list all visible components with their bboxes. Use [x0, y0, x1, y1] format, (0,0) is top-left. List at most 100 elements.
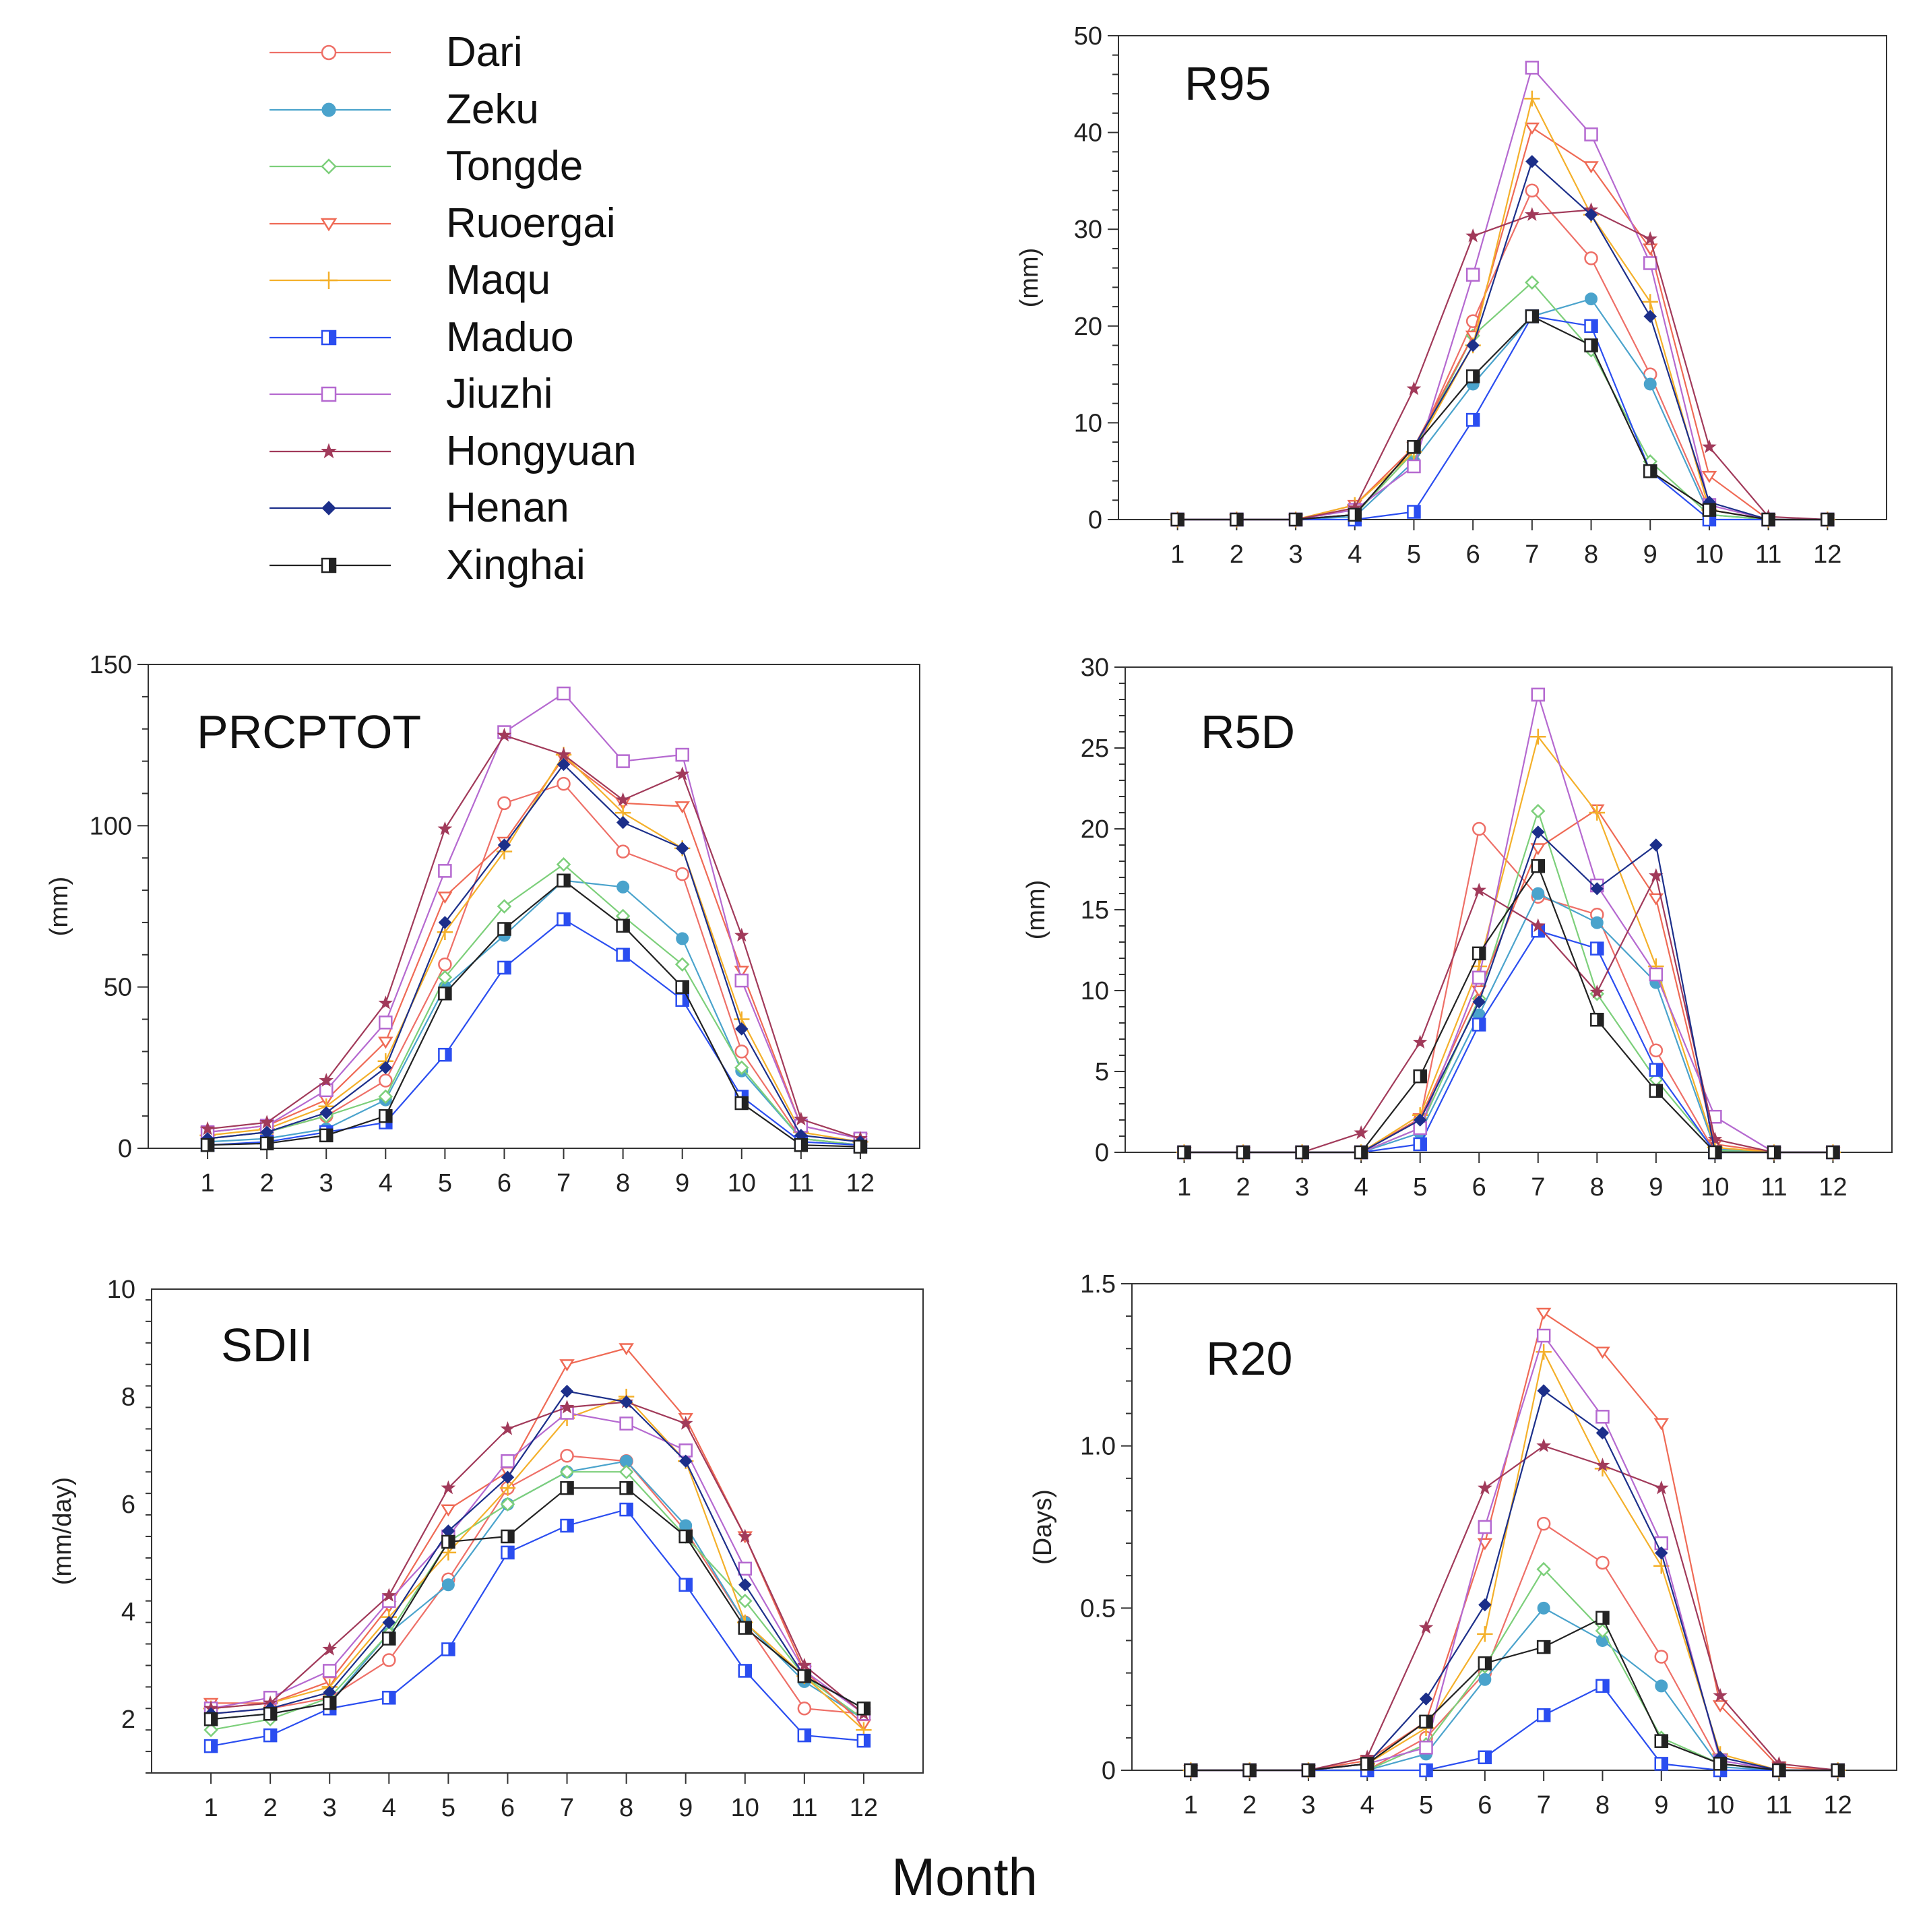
data-point [378, 1089, 393, 1104]
data-point [1654, 1734, 1669, 1748]
data-point [1478, 1598, 1492, 1612]
data-point [1406, 381, 1422, 396]
data-point [259, 1115, 274, 1129]
x-tick-label: 11 [1761, 1173, 1787, 1202]
series-ruoergai [1170, 122, 1835, 527]
legend-swatch [270, 158, 391, 175]
legend-item-zeku: Zeku [270, 82, 637, 139]
data-point [1477, 1538, 1493, 1551]
series-line [207, 782, 861, 1146]
panel-title: R95 [1184, 57, 1271, 110]
data-point [1589, 805, 1606, 821]
data-point [1407, 459, 1421, 474]
legend-item-ruoergai: Ruoergai [270, 195, 637, 253]
series-tongde [203, 1464, 871, 1737]
data-point [322, 1642, 338, 1656]
data-point [1831, 1763, 1845, 1778]
y-tick-label: 10 [1074, 409, 1102, 437]
series-line [1184, 694, 1833, 1154]
data-point [1537, 1601, 1550, 1615]
legend-item-hongyuan: Hongyuan [270, 423, 637, 480]
data-point [1643, 377, 1657, 391]
data-point [1177, 1145, 1191, 1160]
x-tick-label: 9 [678, 1794, 693, 1822]
x-tick-label: 11 [791, 1794, 817, 1822]
series-tongde [1176, 803, 1841, 1160]
x-tick-label: 3 [319, 1169, 334, 1197]
data-point [557, 776, 571, 791]
data-point [1472, 970, 1486, 985]
legend-label: Hongyuan [446, 427, 637, 474]
series-line [208, 918, 860, 1146]
data-point [1419, 1692, 1433, 1706]
legend-marker [321, 158, 337, 175]
series-xinghai [203, 1481, 871, 1726]
data-point [678, 1578, 693, 1592]
series-line [1184, 735, 1833, 1154]
data-point [1412, 1034, 1428, 1049]
series-line [207, 692, 861, 1140]
x-tick-label: 7 [560, 1794, 574, 1822]
data-point [1465, 369, 1480, 383]
data-point [1466, 338, 1480, 352]
data-point [1584, 338, 1598, 352]
data-point [619, 1343, 634, 1356]
y-tick-label: 10 [1081, 977, 1109, 1005]
x-tick-label: 2 [1242, 1791, 1257, 1819]
data-point [379, 1073, 393, 1088]
data-point [676, 932, 689, 945]
x-tick-label: 1 [204, 1794, 218, 1822]
series-maduo [1184, 1679, 1845, 1778]
data-point [797, 1658, 812, 1672]
series-dari [203, 1449, 871, 1721]
data-point [1536, 1328, 1551, 1343]
x-tick-label: 8 [619, 1794, 633, 1822]
data-point [675, 842, 689, 855]
y-tick-label: 5 [1095, 1058, 1109, 1086]
series-maqu [203, 1388, 872, 1738]
data-point [1419, 1714, 1433, 1729]
data-point [1707, 1131, 1723, 1146]
series-line [1177, 315, 1828, 521]
data-point [797, 1728, 812, 1743]
data-point [616, 754, 630, 768]
data-point [559, 1359, 575, 1372]
y-tick-label: 0.5 [1080, 1594, 1116, 1623]
series-ruoergai [199, 753, 868, 1146]
series-line [1177, 160, 1828, 521]
x-tick-label: 6 [1466, 540, 1480, 569]
data-point [1585, 292, 1598, 306]
data-point [735, 1022, 749, 1036]
data-point [675, 980, 689, 994]
data-point [674, 801, 690, 814]
y-axis-label: (mm) [1022, 880, 1050, 940]
data-point [1478, 1750, 1492, 1764]
legend-label: Dari [446, 29, 523, 76]
y-tick-label: 150 [90, 651, 132, 679]
data-point [438, 864, 452, 878]
legend-marker [321, 102, 336, 117]
x-tick-label: 6 [1472, 1173, 1486, 1202]
series-line [208, 879, 860, 1148]
data-point [322, 1664, 337, 1678]
x-tick-label: 6 [497, 1169, 511, 1197]
data-point [1288, 512, 1303, 527]
legend-swatch [270, 501, 391, 516]
data-point [381, 1588, 397, 1602]
data-point [501, 1470, 515, 1484]
data-point [734, 1060, 749, 1076]
data-point [1530, 728, 1546, 745]
x-tick-label: 2 [260, 1169, 274, 1197]
data-point [263, 1706, 278, 1721]
y-axis-label: (Days) [1029, 1489, 1057, 1565]
data-point [1407, 440, 1421, 454]
data-point [501, 1545, 515, 1560]
legend-item-jiuzhi: Jiuzhi [270, 366, 637, 423]
series-line [1177, 281, 1828, 521]
y-tick-label: 20 [1081, 815, 1109, 844]
data-point [203, 1722, 218, 1737]
data-point [1184, 1763, 1198, 1778]
data-point [1702, 503, 1717, 517]
data-point [441, 1578, 455, 1592]
data-point [1478, 1520, 1492, 1534]
